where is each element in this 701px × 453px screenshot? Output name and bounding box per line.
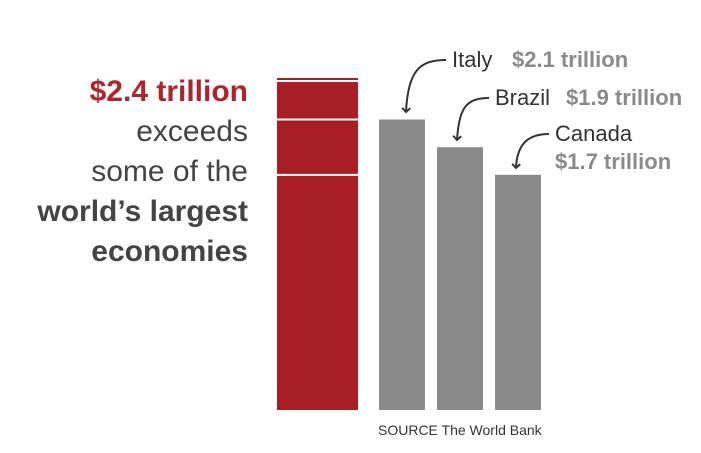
label-italy-name: Italy bbox=[452, 47, 492, 72]
bar-canada bbox=[495, 174, 541, 410]
headline-amount: $2.4 trillion bbox=[89, 75, 248, 108]
headline-line-4: world’s largest bbox=[37, 195, 248, 228]
arrow-canada bbox=[511, 133, 550, 170]
arrow-brazil bbox=[452, 97, 490, 142]
arrow-italy bbox=[401, 59, 447, 114]
headline-line-2: exceeds bbox=[136, 115, 248, 148]
label-italy-value: $2.1 trillion bbox=[512, 47, 628, 72]
bar-italy bbox=[379, 119, 425, 410]
bar-brazil bbox=[437, 147, 483, 410]
headline-line-3: some of the bbox=[91, 155, 248, 188]
label-brazil-value: $1.9 trillion bbox=[566, 85, 682, 110]
label-canada-value: $1.7 trillion bbox=[555, 149, 671, 174]
source-note: SOURCE The World Bank bbox=[378, 422, 542, 438]
headline: $2.4 trillion exceeds some of the world’… bbox=[0, 72, 248, 272]
label-canada-name: Canada bbox=[555, 121, 633, 146]
bar-highlight bbox=[277, 78, 358, 410]
headline-line-5: economies bbox=[91, 235, 248, 268]
label-brazil-name: Brazil bbox=[495, 85, 550, 110]
